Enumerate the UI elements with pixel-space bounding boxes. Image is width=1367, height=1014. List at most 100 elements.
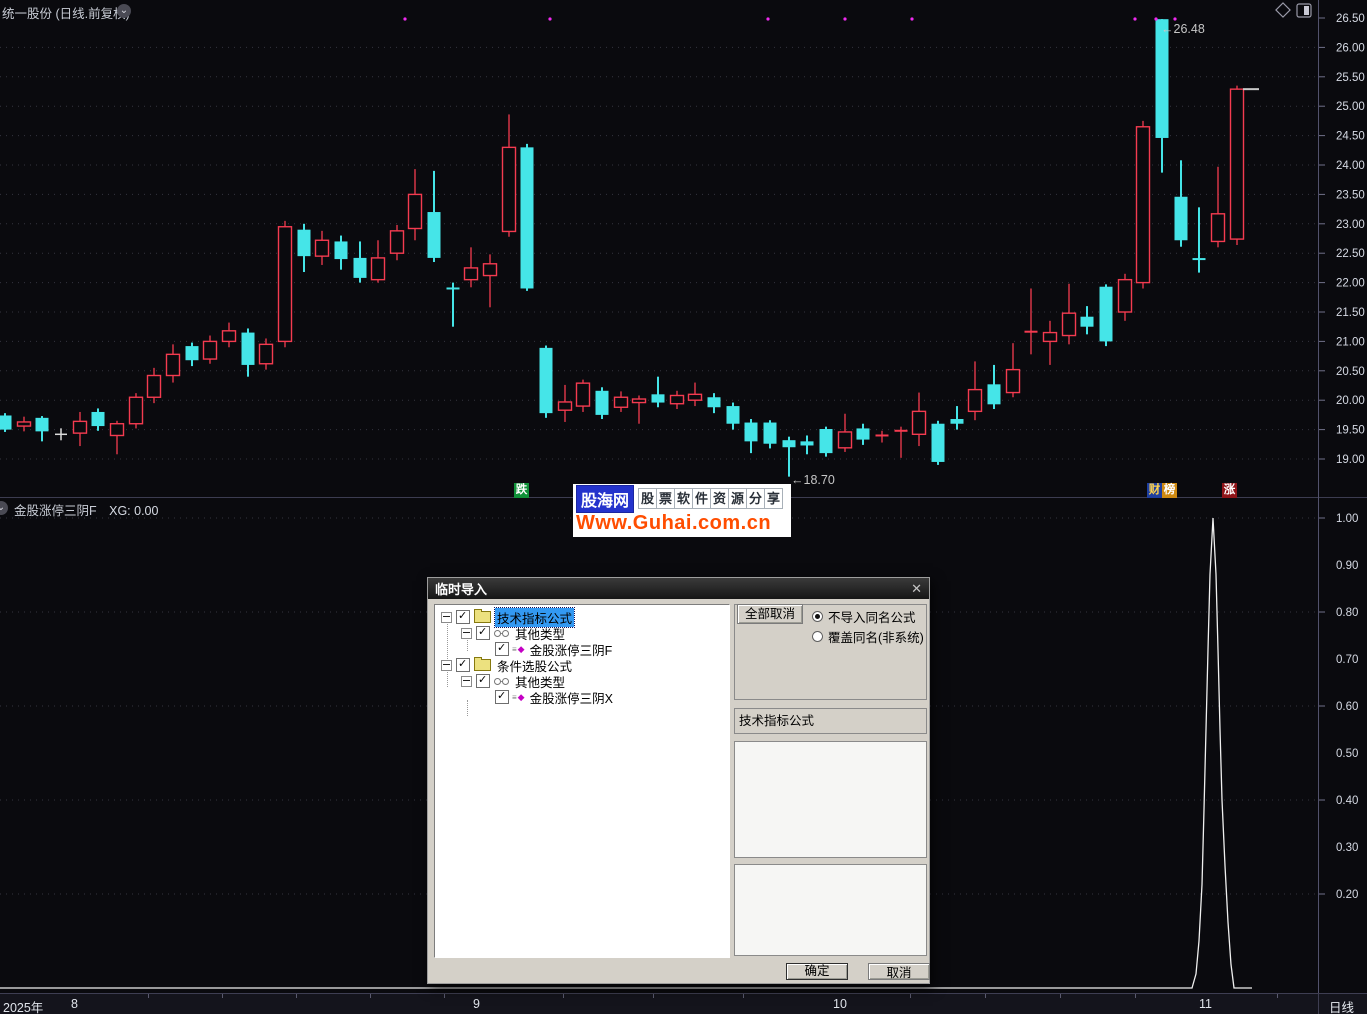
svg-text:26.00: 26.00: [1336, 42, 1365, 54]
radio-label: 不导入同名公式: [828, 611, 916, 625]
time-axis-tick: [1277, 994, 1278, 998]
indicator-value: XG: 0.00: [109, 504, 159, 518]
svg-text:0.40: 0.40: [1336, 795, 1358, 807]
checkbox-checked[interactable]: [476, 673, 490, 688]
svg-text:19.00: 19.00: [1336, 454, 1365, 466]
watermark-tagline: 股票软件资源分享: [638, 488, 784, 509]
candles: [0, 19, 1245, 477]
svg-text:23.00: 23.00: [1336, 219, 1365, 231]
chevron-down-icon[interactable]: ⌄: [0, 501, 8, 515]
cancel-button[interactable]: 取消: [868, 963, 930, 980]
indicator-header: 金股涨停三阴F XG: 0.00: [14, 500, 158, 519]
svg-text:21.50: 21.50: [1336, 307, 1365, 319]
close-icon[interactable]: ✕: [911, 580, 922, 596]
tree-item-金股涨停三阴X[interactable]: ≡◆ 金股涨停三阴X: [495, 689, 729, 706]
checkbox-checked[interactable]: [476, 625, 490, 640]
watermark-tagline-char: 分: [747, 488, 766, 509]
checkbox-checked[interactable]: [456, 657, 470, 672]
checkbox-checked[interactable]: [495, 641, 509, 656]
time-axis-label: 11: [1199, 997, 1212, 1011]
tree-item-金股涨停三阴F[interactable]: ≡◆ 金股涨停三阴F: [495, 641, 729, 658]
link-icon: [494, 676, 509, 686]
tree-guide-line: [447, 619, 448, 687]
dialog-title: 临时导入: [435, 582, 488, 597]
svg-text:19.50: 19.50: [1336, 425, 1365, 437]
svg-text:0.50: 0.50: [1336, 748, 1358, 760]
expand-collapse-icon[interactable]: [441, 611, 452, 623]
tree-item-label[interactable]: 其他类型: [515, 627, 566, 642]
market-badge[interactable]: 榜: [1162, 483, 1177, 498]
watermark-tagline-char: 票: [657, 488, 676, 509]
watermark-tagline-char: 件: [693, 488, 712, 509]
watermark-tagline-char: 股: [638, 488, 658, 509]
time-axis-label: 9: [473, 997, 480, 1011]
checkbox-checked[interactable]: [495, 689, 509, 704]
market-badge[interactable]: 涨: [1222, 483, 1237, 498]
cancel-all-button[interactable]: 全部取消: [737, 604, 803, 624]
tree-item-label[interactable]: 金股涨停三阴F: [529, 643, 613, 658]
svg-text:0.60: 0.60: [1336, 701, 1358, 713]
market-badge[interactable]: 财: [1147, 483, 1162, 498]
ok-button[interactable]: 确定: [786, 963, 848, 980]
stock-title: 统一股份 (日线.前复权): [2, 7, 130, 21]
svg-text:0.80: 0.80: [1336, 607, 1358, 619]
market-badge[interactable]: 跌: [514, 483, 529, 498]
time-axis-tick: [148, 994, 149, 998]
split-pane-fill: [1304, 6, 1309, 15]
expand-collapse-icon[interactable]: [441, 659, 452, 671]
checkbox-checked[interactable]: [456, 609, 470, 624]
watermark-url: Www.Guhai.com.cn: [576, 512, 772, 534]
svg-text:26.50: 26.50: [1336, 13, 1365, 25]
time-axis-tick: [563, 994, 564, 998]
candlestick-chart: 26.50 26.00 25.50 25.00 24.50 24.00 23.50 23.00…: [0, 0, 1367, 993]
tree-item-其他类型[interactable]: 其他类型: [461, 673, 729, 690]
svg-text:20.00: 20.00: [1336, 395, 1365, 407]
time-axis-tick: [653, 994, 654, 998]
time-axis-tick: [910, 994, 911, 998]
category-label-box: 技术指标公式: [734, 708, 927, 734]
toolbar-icons: [1275, 2, 1312, 18]
time-axis-label: 2025年: [3, 1001, 44, 1014]
tree-guide-line: [467, 700, 468, 716]
import-dialog: 临时导入 ✕ 技术指标公式其他类型≡◆金股涨停三阴F条件选股公式其他类型≡◆金股…: [427, 577, 930, 984]
radio-option[interactable]: 覆盖同名(非系统): [812, 627, 924, 646]
time-axis-statusbar: 日线 2025年 8 9 10 11: [0, 993, 1367, 1014]
svg-text:←18.70: ←18.70: [791, 473, 835, 487]
expand-collapse-icon[interactable]: [461, 627, 472, 639]
dialog-titlebar[interactable]: 临时导入 ✕: [428, 578, 929, 599]
time-axis-tick: [1135, 994, 1136, 998]
radio-icon[interactable]: [812, 631, 823, 642]
tree-item-label[interactable]: 条件选股公式: [497, 659, 573, 674]
watermark-tagline-char: 源: [729, 488, 748, 509]
tree-item-label[interactable]: 其他类型: [515, 675, 566, 690]
tree-item-其他类型[interactable]: 其他类型: [461, 625, 729, 642]
svg-text:24.50: 24.50: [1336, 131, 1365, 143]
time-axis-tick: [222, 994, 223, 998]
period-label[interactable]: 日线: [1329, 1001, 1355, 1014]
formula-detail-box: [734, 741, 927, 858]
folder-icon: [474, 609, 491, 623]
radio-selected-icon[interactable]: [812, 611, 823, 622]
radio-option[interactable]: 不导入同名公式: [812, 607, 916, 626]
svg-text:0.20: 0.20: [1336, 889, 1358, 901]
tree-item-label[interactable]: 金股涨停三阴X: [529, 691, 613, 706]
svg-text:22.50: 22.50: [1336, 248, 1365, 260]
split-pane-icon[interactable]: [1296, 3, 1312, 18]
category-label: 技术指标公式: [739, 714, 815, 728]
time-axis-label: 8: [71, 997, 78, 1011]
svg-text:25.50: 25.50: [1336, 72, 1365, 84]
diamond-icon[interactable]: [1275, 2, 1291, 18]
svg-text:25.00: 25.00: [1336, 101, 1365, 113]
tree-item-label[interactable]: 技术指标公式: [493, 606, 576, 628]
expand-collapse-icon[interactable]: [461, 675, 472, 687]
svg-text:21.00: 21.00: [1336, 336, 1365, 348]
formula-lines-icon: ≡: [512, 692, 517, 702]
watermark: 股海网 股票软件资源分享 Www.Guhai.com.cn: [573, 484, 791, 537]
chevron-down-icon[interactable]: ⌄: [117, 4, 131, 18]
chart-toolbar: [1275, 2, 1315, 24]
svg-text:0.30: 0.30: [1336, 842, 1358, 854]
tree-item-条件选股公式[interactable]: 条件选股公式: [441, 657, 729, 674]
tree-item-技术指标公式[interactable]: 技术指标公式: [441, 606, 729, 628]
svg-text:←26.48: ←26.48: [1161, 22, 1205, 36]
import-options-box: [734, 604, 927, 700]
